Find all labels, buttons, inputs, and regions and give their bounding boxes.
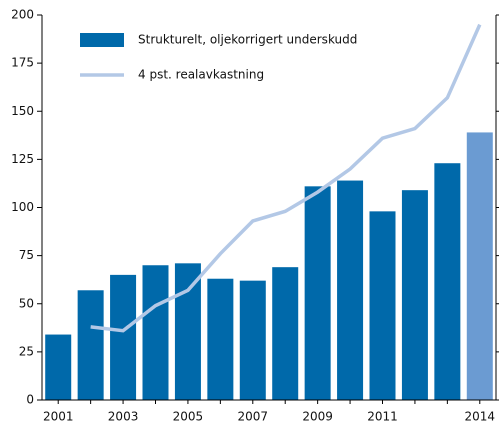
y-tick-label: 75 bbox=[19, 248, 34, 262]
bar bbox=[272, 267, 299, 400]
x-tick-label: 2007 bbox=[238, 410, 269, 424]
x-tick-label: 2009 bbox=[302, 410, 333, 424]
y-tick-label: 0 bbox=[26, 393, 34, 407]
y-tick-label: 200 bbox=[11, 8, 34, 22]
bar bbox=[401, 190, 428, 400]
bar bbox=[337, 180, 364, 400]
x-tick-label: 2001 bbox=[43, 410, 74, 424]
bar bbox=[110, 274, 137, 400]
bar bbox=[45, 334, 72, 400]
y-tick-label: 25 bbox=[19, 344, 34, 358]
legend-label: 4 pst. realavkastning bbox=[138, 68, 264, 82]
bar bbox=[369, 211, 396, 400]
y-tick-label: 175 bbox=[11, 56, 34, 70]
y-tick-label: 150 bbox=[11, 104, 34, 118]
bar bbox=[466, 132, 493, 401]
legend-swatch bbox=[80, 33, 124, 47]
bar bbox=[207, 278, 234, 400]
bar bbox=[142, 265, 169, 400]
bar bbox=[77, 290, 104, 400]
bar bbox=[174, 263, 201, 400]
y-tick-label: 125 bbox=[11, 152, 34, 166]
bar bbox=[239, 280, 266, 400]
x-tick-label: 2005 bbox=[173, 410, 204, 424]
legend-label: Strukturelt, oljekorrigert underskudd bbox=[138, 33, 357, 47]
x-tick-label: 2003 bbox=[108, 410, 139, 424]
line bbox=[90, 23, 482, 333]
y-tick-label: 50 bbox=[19, 296, 34, 310]
bar bbox=[304, 186, 331, 400]
y-tick-label: 100 bbox=[11, 200, 34, 214]
x-tick-label: 2011 bbox=[367, 410, 398, 424]
x-tick-label: 2014 bbox=[465, 410, 496, 424]
bar bbox=[434, 163, 461, 400]
